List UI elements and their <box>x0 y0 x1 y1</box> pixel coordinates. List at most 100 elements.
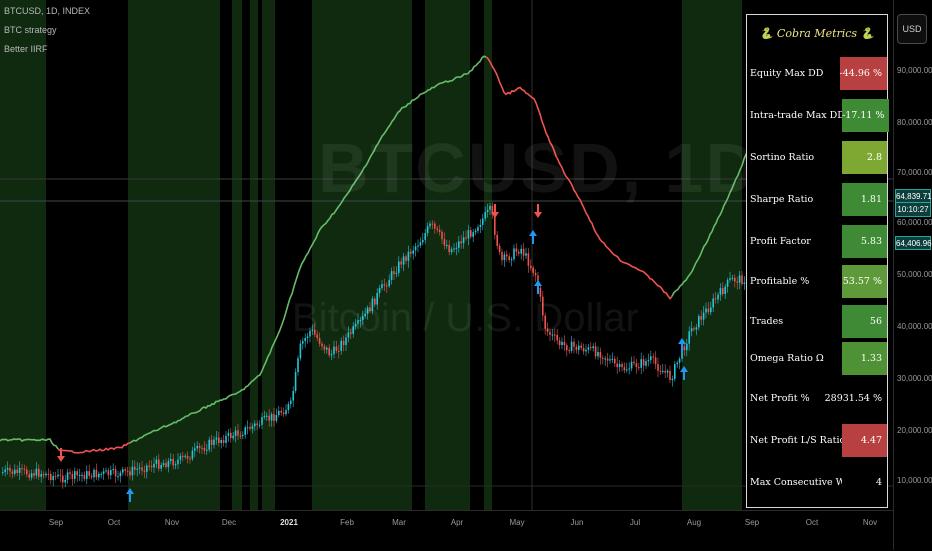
candle-body <box>707 308 710 313</box>
candle-body <box>294 372 297 391</box>
equity-curve-segment <box>485 56 673 300</box>
candle-body <box>201 447 203 449</box>
candle-body <box>662 370 664 372</box>
candle-body <box>429 223 431 227</box>
candle-body <box>170 458 172 461</box>
chart-area[interactable]: BTCUSD, 1D Bitcoin / U.S. Dollar BTCUSD,… <box>0 0 893 510</box>
candle-body <box>383 284 386 286</box>
candle-body <box>179 455 182 460</box>
legend-indicator[interactable]: Better IIRF <box>4 44 48 54</box>
candle-body <box>28 474 30 478</box>
candle-body <box>417 245 419 247</box>
candle-body <box>520 248 522 254</box>
candle-body <box>479 224 482 228</box>
candle-body <box>321 343 323 347</box>
legend-strategy[interactable]: BTC strategy <box>4 25 57 35</box>
candle-body <box>705 308 707 313</box>
candle-body <box>566 345 568 351</box>
candle-body <box>102 471 105 474</box>
candle-body <box>64 479 66 483</box>
candle-body <box>702 312 705 320</box>
candle-body <box>623 367 626 371</box>
candle-body <box>354 323 357 327</box>
currency-button[interactable]: USD <box>897 14 927 44</box>
candle-body <box>573 341 575 347</box>
regime-band <box>312 0 412 510</box>
candle-body <box>474 230 477 233</box>
time-label: Nov <box>862 518 878 527</box>
candle-body <box>352 326 354 334</box>
candle-body <box>45 473 47 476</box>
candle-body <box>258 424 261 426</box>
regime-band <box>425 0 470 510</box>
candle-body <box>309 330 311 337</box>
price-axis[interactable] <box>893 0 932 550</box>
indicator-level-tag: 64,406.96 <box>895 236 932 250</box>
buy-arrow-icon <box>529 230 537 244</box>
candle-body <box>273 414 275 421</box>
candle-body <box>230 432 232 439</box>
candle-body <box>359 319 362 321</box>
candle-body <box>681 346 683 359</box>
candle-body <box>419 242 422 246</box>
candle-body <box>345 337 347 345</box>
metric-value: 1.33 <box>842 342 887 375</box>
candle-body <box>405 256 407 261</box>
candle-body <box>83 474 86 479</box>
candle-body <box>285 409 287 415</box>
candle-body <box>114 469 117 477</box>
sell-arrow-icon <box>491 204 499 218</box>
candle-body <box>330 354 333 356</box>
candle-body <box>38 468 40 477</box>
candle-body <box>90 475 93 478</box>
equity-curve-segment <box>129 55 487 444</box>
candle-body <box>333 346 335 355</box>
legend-symbol[interactable]: BTCUSD, 1D, INDEX <box>4 6 91 16</box>
candle-body <box>98 473 100 478</box>
candle-body <box>590 347 592 349</box>
candle-body <box>23 468 26 470</box>
candle-body <box>431 223 434 225</box>
candle-body <box>143 470 146 472</box>
candle-body <box>261 417 263 425</box>
sell-arrow-icon <box>534 204 542 218</box>
metric-label: Net Profit L/S Ratio <box>747 424 845 457</box>
candle-body <box>215 437 218 440</box>
candle-body <box>602 357 604 359</box>
candle-body <box>489 205 491 210</box>
candle-body <box>642 359 645 366</box>
candle-body <box>400 261 402 265</box>
regime-band <box>484 0 492 510</box>
candle-body <box>78 475 81 477</box>
candle-body <box>378 288 381 294</box>
regime-band <box>262 0 275 510</box>
candle-body <box>450 249 453 253</box>
candle-body <box>153 463 155 468</box>
candle-body <box>249 427 251 429</box>
candle-body <box>724 286 726 295</box>
time-axis[interactable] <box>0 510 893 551</box>
candle-body <box>213 439 215 445</box>
candle-body <box>388 279 390 287</box>
price-chart[interactable] <box>0 0 893 510</box>
candle-body <box>62 475 64 483</box>
candle-body <box>446 245 448 247</box>
metric-value: 4.47 <box>842 424 887 457</box>
candle-body <box>275 415 278 421</box>
candle-body <box>54 476 57 478</box>
candle-body <box>664 370 666 373</box>
candle-body <box>21 467 23 469</box>
candle-body <box>246 427 249 429</box>
metric-value: -44.96 % <box>839 57 887 90</box>
candle-body <box>50 474 52 481</box>
price-tick: 90,000.00 <box>897 66 932 75</box>
candle-body <box>544 315 546 329</box>
candle-body <box>124 469 126 471</box>
time-label: Dec <box>221 518 237 527</box>
candle-body <box>206 449 208 451</box>
candle-body <box>436 228 438 230</box>
candle-body <box>208 439 210 450</box>
symbol-watermark: BTCUSD, 1D <box>318 129 759 207</box>
candle-body <box>395 272 398 275</box>
metric-row-profitable-pct: Profitable % 53.57 % <box>747 265 887 298</box>
